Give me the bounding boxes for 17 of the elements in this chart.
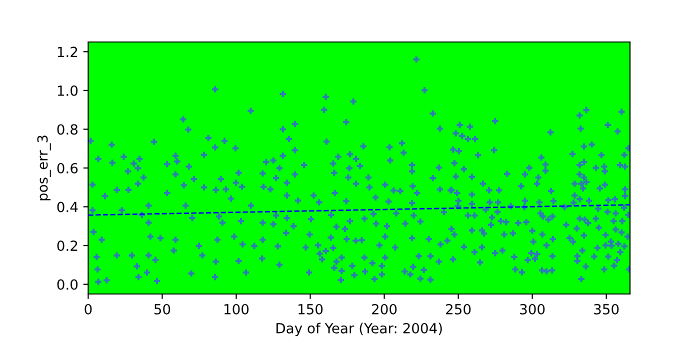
x-tick-label: 50 — [154, 304, 170, 314]
y-tick-label: 0.6 — [57, 162, 78, 174]
y-axis-title: pos_err_3 — [37, 136, 51, 200]
y-tick-label: 0.4 — [57, 202, 78, 212]
x-tick-label: 100 — [224, 304, 249, 314]
x-tick-label: 250 — [446, 304, 471, 314]
x-tick-label: 150 — [298, 304, 323, 314]
y-tick-label: 0.0 — [57, 279, 78, 290]
x-tick-label: 300 — [520, 304, 545, 314]
y-tick-label: 1.2 — [58, 46, 78, 57]
x-tick-label: 350 — [594, 304, 619, 314]
x-tick-label: 200 — [372, 304, 397, 314]
x-axis-title: Day of Year (Year: 2004) — [276, 322, 442, 336]
x-tick-label: 0 — [84, 304, 92, 314]
y-tick-label: 1.0 — [58, 85, 78, 96]
y-tick-label: 0.2 — [57, 240, 78, 252]
y-tick-label: 0.8 — [57, 124, 78, 135]
